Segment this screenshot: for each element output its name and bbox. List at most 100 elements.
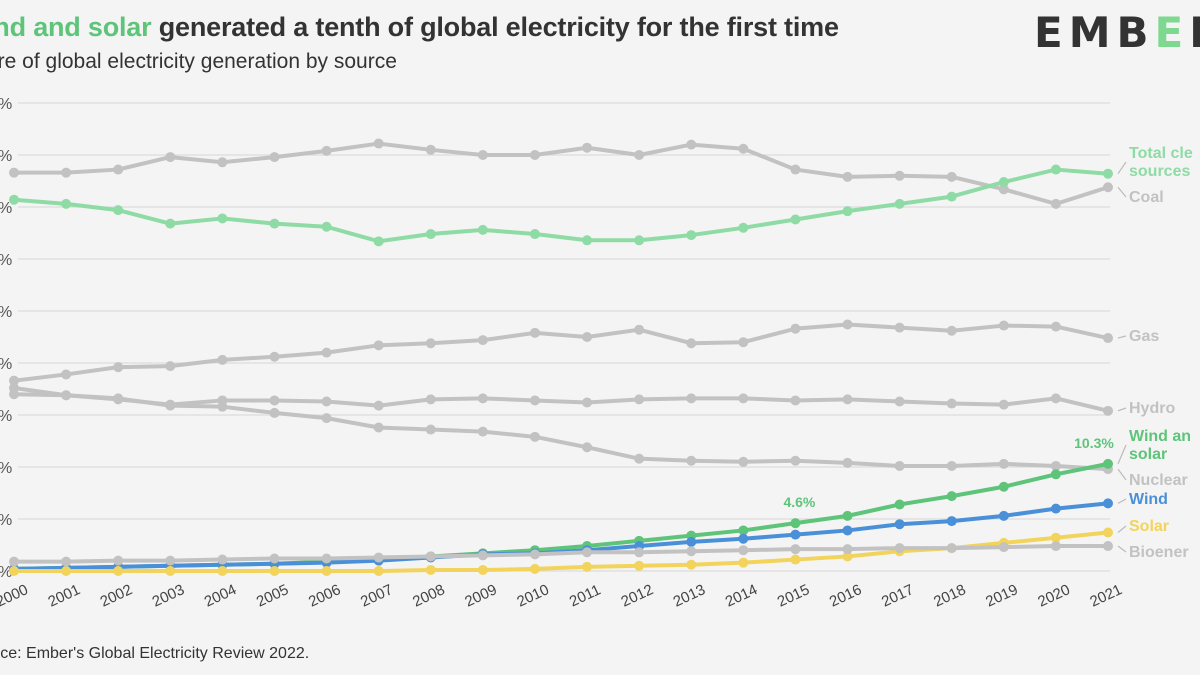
point-nuclear-2020 [1050,460,1061,471]
point-wind-2016 [842,525,853,536]
x-tick-label-2000: 2000 [0,581,31,611]
series-line-nuclear [12,385,1110,472]
x-tick-label-2012: 2012 [619,581,656,611]
point-hydro-2017 [894,396,905,407]
point-total-clean-sources-2013 [686,230,697,241]
series-label-wind-and-solar-1: solar [1129,446,1167,463]
point-wind-2021 [1103,498,1113,509]
point-coal-2011 [582,142,593,153]
point-nuclear-2007 [373,422,384,433]
point-solar-2015 [790,554,801,565]
point-solar-2003 [165,566,176,576]
point-solar-2005 [269,566,280,576]
point-gas-2010 [529,327,540,338]
point-nuclear-2002 [113,393,124,404]
point-gas-2017 [894,322,905,333]
label-connector-gas [1117,335,1127,339]
series-line-coal [12,141,1110,206]
x-tick-label-2017: 2017 [879,581,916,611]
title-highlight: ind and solar [0,12,152,42]
point-total-clean-sources-2008 [425,229,436,240]
y-tick-label-40: % [0,148,12,165]
point-total-clean-sources-2020 [1050,164,1061,175]
point-total-clean-sources-2006 [321,221,332,232]
point-total-clean-sources-2014 [738,222,749,233]
series-total-clean-sources [9,164,1113,247]
point-hydro-2016 [842,394,853,405]
point-total-clean-sources-2011 [582,235,593,246]
point-hydro-2007 [373,400,384,411]
x-tick-label-2002: 2002 [98,581,135,611]
x-tick-label-2006: 2006 [306,581,343,611]
point-gas-2001 [61,369,72,380]
logo-accent: E [1154,8,1190,57]
point-wind-and-solar-2019 [998,481,1009,492]
point-wind-and-solar-2015 [790,518,801,529]
point-solar-2001 [61,566,72,576]
point-nuclear-2009 [477,426,488,437]
label-connector-coal [1117,186,1127,198]
series-label-gas-0: Gas [1129,328,1159,345]
point-nuclear-2017 [894,460,905,471]
point-nuclear-2015 [790,455,801,466]
point-coal-2005 [269,152,280,163]
point-solar-2008 [425,564,436,575]
point-solar-2011 [582,561,593,572]
point-coal-2015 [790,164,801,175]
x-tick-label-2008: 2008 [410,581,447,611]
point-hydro-2020 [1050,393,1061,404]
series-label-solar-0: Solar [1129,518,1169,535]
point-coal-2012 [634,150,645,160]
point-wind-and-solar-2016 [842,510,853,521]
point-nuclear-2000 [9,382,19,393]
series-line-bioenergy [12,544,1110,564]
point-solar-2002 [113,566,124,576]
y-tick-label-20: % [0,356,12,373]
x-tick-label-2010: 2010 [514,581,551,611]
point-wind-2019 [998,510,1009,521]
point-nuclear-2012 [634,453,645,464]
point-wind-2018 [946,516,957,527]
annotations: 4.6% 10.3% [783,435,1114,510]
point-gas-2013 [686,338,697,349]
point-bioenergy-2005 [269,553,280,564]
point-nuclear-2001 [61,390,72,401]
point-bioenergy-2000 [9,556,19,567]
point-bioenergy-2006 [321,553,332,564]
point-wind-and-solar-2020 [1050,469,1061,480]
series-line-hydro [12,392,1110,413]
point-wind-and-solar-2018 [946,491,957,502]
x-tick-label-2019: 2019 [983,581,1020,611]
point-gas-2016 [842,319,853,330]
logo-part1: EMB [1034,8,1155,57]
point-gas-2015 [790,323,801,334]
point-solar-2006 [321,566,332,576]
point-bioenergy-2007 [373,552,384,563]
point-bioenergy-2021 [1103,541,1113,552]
series-label-coal-0: Coal [1129,189,1164,206]
point-nuclear-2018 [946,460,957,471]
point-coal-2017 [894,170,905,181]
x-tick-label-2003: 2003 [150,581,187,611]
point-wind-2015 [790,529,801,540]
point-nuclear-2008 [425,424,436,435]
ember-logo[interactable]: EMBER [1034,8,1200,57]
point-hydro-2012 [634,394,645,405]
point-total-clean-sources-2021 [1103,168,1113,179]
annotation-2021: 10.3% [1074,435,1114,451]
point-gas-2006 [321,347,332,358]
point-wind-2020 [1050,503,1061,514]
point-solar-2007 [373,566,384,576]
series-lines [9,138,1113,576]
point-nuclear-2011 [582,442,593,453]
x-tick-label-2016: 2016 [827,581,864,611]
point-gas-2000 [9,375,19,386]
point-gas-2011 [582,332,593,342]
point-gas-2018 [946,325,957,336]
series-label-bioenergy-0: Bioener [1129,544,1189,561]
point-solar-2013 [686,559,697,570]
point-nuclear-2003 [165,400,176,411]
x-tick-label-2011: 2011 [567,581,603,610]
point-bioenergy-2018 [946,543,957,554]
